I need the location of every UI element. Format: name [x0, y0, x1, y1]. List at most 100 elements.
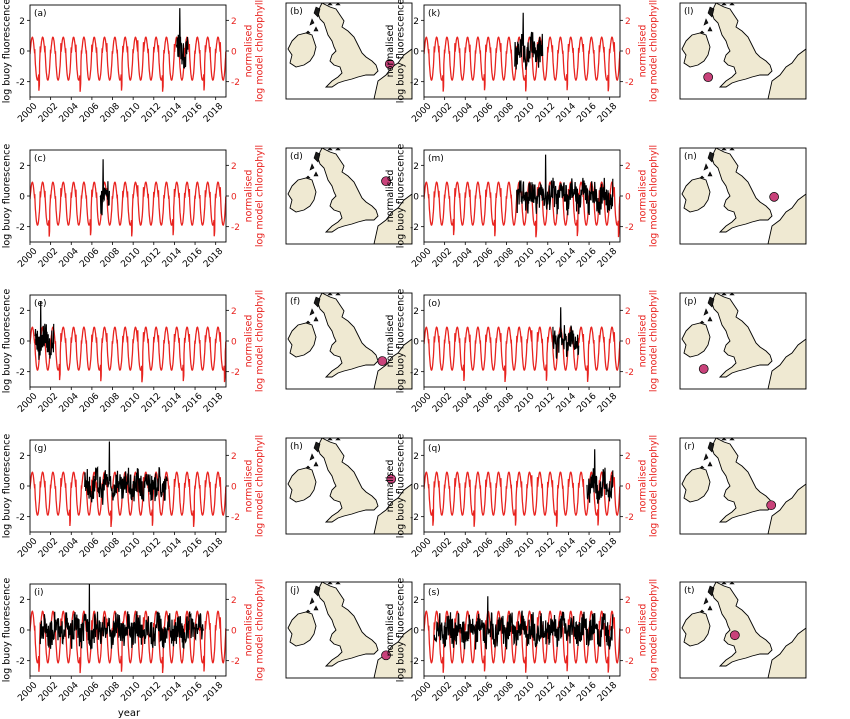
- x-tick-label: 2018: [596, 246, 619, 269]
- map-panel-label: (t): [684, 586, 695, 596]
- x-tick-label: 2010: [119, 246, 142, 269]
- map-panel-label: (n): [684, 152, 697, 162]
- x-tick-label: 2008: [99, 536, 122, 559]
- x-tick-label: 2002: [431, 247, 454, 270]
- x-tick-label: 2018: [202, 536, 225, 559]
- x-tick-label: 2014: [161, 536, 184, 559]
- x-tick-label: 2018: [202, 101, 225, 124]
- x-tick-label: 2002: [37, 102, 60, 125]
- x-tick-label: 2018: [596, 101, 619, 124]
- y-tick-label-left: 0: [19, 627, 25, 637]
- map-frame: [679, 581, 807, 679]
- buoy-fluorescence-series: [34, 301, 55, 360]
- x-tick-label: 2016: [575, 101, 598, 124]
- x-tick-label: 2002: [431, 537, 454, 560]
- y-tick-label-left: 0: [413, 483, 419, 493]
- y-tick-label-right: -2: [231, 513, 240, 523]
- x-tick-label: 2006: [472, 391, 495, 414]
- location-map: (h): [285, 437, 413, 535]
- y-tick-label-left: -2: [410, 223, 419, 233]
- x-tick-label: 2010: [119, 391, 142, 414]
- model-chlorophyll-series: [30, 610, 226, 674]
- x-axis-label: year: [118, 708, 141, 719]
- y-tick-label-left: 2: [413, 162, 419, 172]
- buoy-site-marker: [703, 72, 714, 83]
- x-tick-label: 2008: [493, 391, 516, 414]
- x-tick-label: 2006: [472, 680, 495, 703]
- y-tick-label-right: 2: [231, 452, 237, 462]
- y-tick-label-right: 0: [231, 338, 237, 348]
- x-tick-label: 2008: [99, 680, 122, 703]
- x-tick-label: 2008: [99, 391, 122, 414]
- x-tick-label: 2000: [410, 536, 433, 559]
- y-axis-label-right: normalisedlog model chlorophyll: [638, 435, 660, 537]
- location-map: (f): [285, 292, 413, 390]
- buoy-fluorescence-series: [516, 154, 614, 216]
- y-axis-label-right: normalisedlog model chlorophyll: [638, 0, 660, 102]
- x-tick-label: 2012: [534, 102, 557, 125]
- x-tick-label: 2008: [493, 680, 516, 703]
- y-tick-label-right: 2: [625, 162, 631, 172]
- x-tick-label: 2016: [181, 391, 204, 414]
- y-axis-label-left: normalisedlog buoy fluorescence: [385, 289, 407, 394]
- buoy-fluorescence-series: [39, 584, 204, 650]
- x-tick-label: 2008: [99, 101, 122, 124]
- coastline-map: [680, 3, 806, 99]
- x-tick-label: 2008: [493, 536, 516, 559]
- buoy-site-marker: [386, 474, 397, 484]
- y-tick-label-left: 0: [413, 193, 419, 203]
- y-tick-label-left: -2: [410, 657, 419, 667]
- model-chlorophyll-series: [424, 326, 620, 383]
- map-frame: [679, 2, 807, 100]
- buoy-site-marker: [769, 192, 779, 202]
- y-tick-label-right: 0: [231, 48, 237, 58]
- map-frame: [679, 437, 807, 535]
- y-tick-label-left: 2: [19, 307, 25, 317]
- y-tick-label-left: 0: [19, 338, 25, 348]
- y-tick-label-left: 0: [19, 193, 25, 203]
- x-tick-label: 2006: [78, 101, 101, 124]
- map-panel-label: (d): [290, 152, 303, 162]
- x-tick-label: 2002: [37, 681, 60, 704]
- y-axis-label-right: normalisedlog model chlorophyll: [638, 579, 660, 681]
- x-tick-label: 2006: [472, 101, 495, 124]
- panel-label: (i): [34, 588, 44, 598]
- x-tick-label: 2014: [555, 246, 578, 269]
- x-tick-label: 2002: [37, 537, 60, 560]
- y-tick-label-left: 2: [413, 17, 419, 27]
- x-tick-label: 2002: [37, 247, 60, 270]
- x-tick-label: 2010: [513, 536, 536, 559]
- buoy-site-marker: [698, 364, 709, 374]
- y-tick-label-right: -2: [625, 513, 634, 523]
- x-tick-label: 2012: [140, 102, 163, 125]
- y-tick-label-right: -2: [231, 78, 240, 88]
- x-tick-label: 2014: [161, 246, 184, 269]
- timeseries-panel: -2 -2 0 0 2 2 20002002200420062008201020122014…: [0, 289, 265, 415]
- x-tick-label: 2012: [140, 537, 163, 560]
- x-tick-label: 2000: [16, 680, 39, 703]
- y-tick-label-left: 2: [19, 162, 25, 172]
- location-map: (r): [679, 437, 807, 535]
- y-tick-label-right: 0: [625, 627, 631, 637]
- buoy-site-marker: [729, 630, 740, 641]
- y-tick-label-right: 0: [625, 338, 631, 348]
- map-frame: [285, 147, 413, 245]
- x-tick-label: 2010: [119, 101, 142, 124]
- map-frame: [679, 147, 807, 245]
- y-tick-label-left: 2: [19, 452, 25, 462]
- x-tick-label: 2010: [513, 101, 536, 124]
- y-axis-label-right: normalisedlog model chlorophyll: [244, 0, 266, 102]
- y-tick-label-left: 2: [413, 452, 419, 462]
- x-tick-label: 2008: [99, 246, 122, 269]
- x-tick-label: 2010: [513, 391, 536, 414]
- buoy-site-marker: [766, 500, 777, 511]
- y-tick-label-right: 2: [625, 596, 631, 606]
- x-tick-label: 2018: [596, 391, 619, 414]
- buoy-site-marker: [377, 356, 388, 366]
- y-tick-label-right: 0: [231, 483, 237, 493]
- x-tick-label: 2012: [534, 537, 557, 560]
- x-tick-label: 2012: [534, 392, 557, 415]
- location-map: (n): [679, 147, 807, 245]
- x-tick-label: 2000: [16, 536, 39, 559]
- model-chlorophyll-series: [30, 36, 226, 92]
